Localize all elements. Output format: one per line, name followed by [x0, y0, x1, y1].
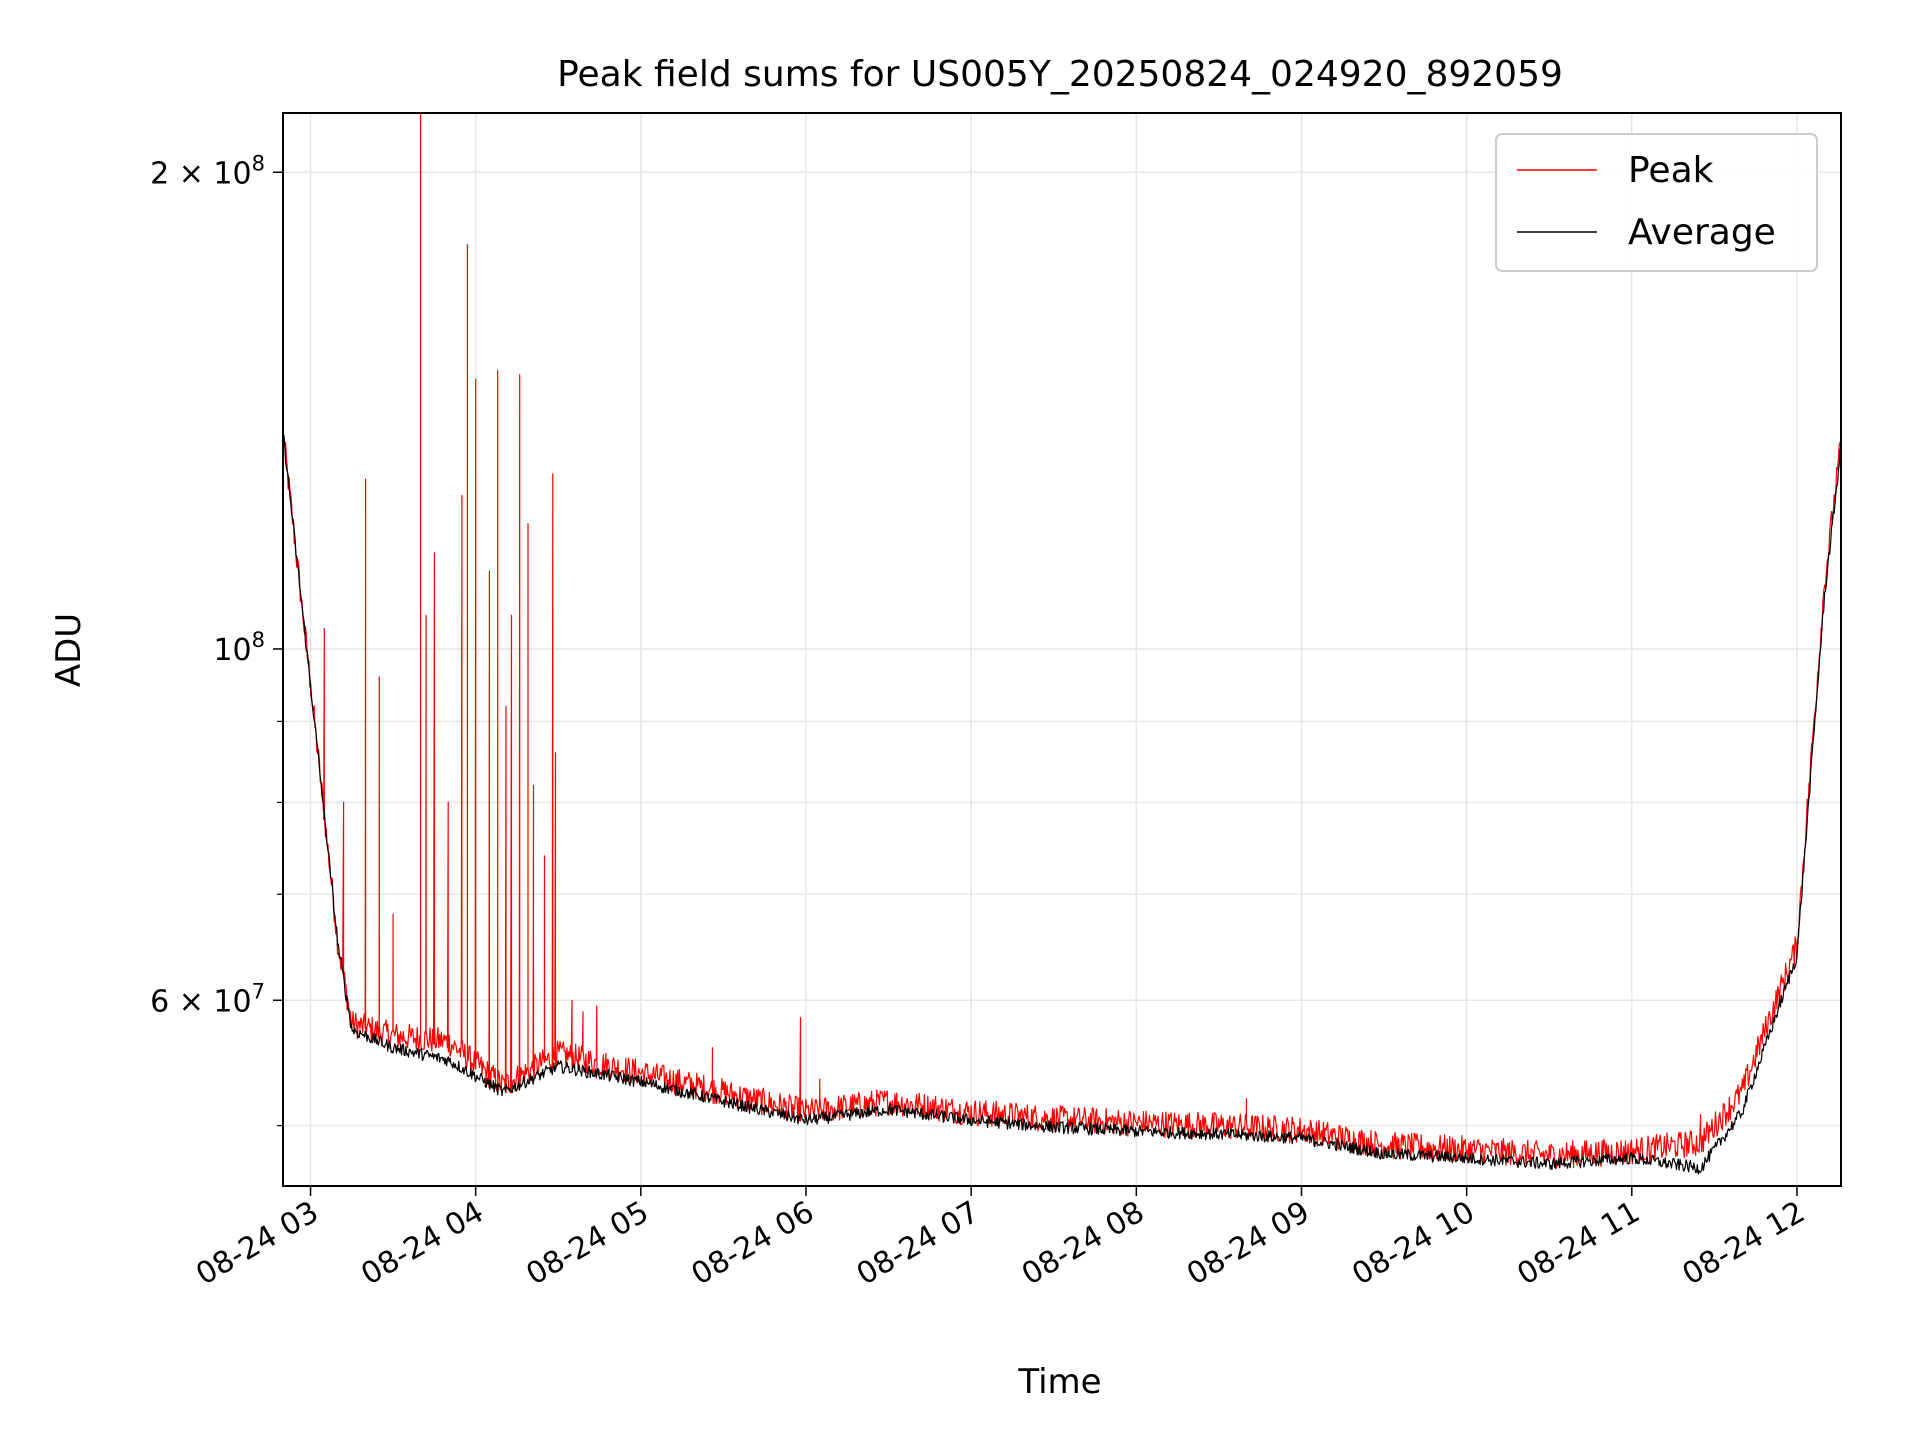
- plot-series: [283, 113, 1841, 1175]
- series-peak: [283, 113, 1841, 1170]
- legend-box: [1495, 133, 1818, 272]
- series-line-peak: [283, 113, 1841, 1170]
- y-axis-ticks: 108 2 × 108 6 × 107: [150, 151, 283, 1127]
- legend-label-average: Average: [1628, 212, 1776, 253]
- legend: Peak Average: [1495, 133, 1818, 272]
- x-axis-label: Time: [1017, 1362, 1101, 1402]
- grid: [283, 113, 1841, 1186]
- y-tick-label: 6 × 107: [150, 979, 265, 1019]
- legend-label-peak: Peak: [1628, 150, 1714, 191]
- series-average: [283, 434, 1841, 1175]
- y-tick-label: 2 × 108: [150, 151, 265, 191]
- y-tick-label: 108: [213, 628, 265, 668]
- chart-title: Peak field sums for US005Y_20250824_0249…: [557, 54, 1563, 95]
- y-axis-label: ADU: [49, 613, 89, 687]
- series-line-average: [283, 434, 1841, 1175]
